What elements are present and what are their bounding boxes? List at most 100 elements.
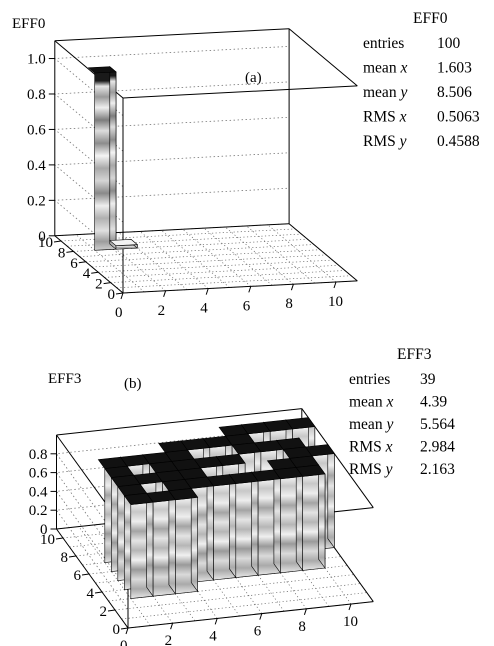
stats-row-value: 2.984 (420, 439, 455, 456)
back-grid-line (55, 427, 302, 554)
back-grid-line (53, 187, 290, 258)
x-tick-label: 2 (158, 303, 166, 319)
panel-a-stats-title: EFF0 (413, 10, 448, 27)
y-tick (103, 282, 111, 285)
x-tick (348, 603, 352, 611)
z-tick-label: 0.8 (27, 87, 46, 103)
floor-grid-line (110, 270, 345, 283)
x-tick (205, 288, 209, 295)
bar (273, 466, 304, 574)
floor-grid-line (203, 227, 273, 286)
bar-side-face (229, 473, 237, 579)
floor-grid-line (98, 259, 333, 273)
floor-grid-line (75, 234, 145, 293)
bar-top-face (215, 453, 246, 466)
floor-grid-line (104, 264, 339, 278)
frame-edge (54, 223, 290, 237)
stats-row-value: 8.506 (437, 84, 472, 101)
y-tick-label: 6 (74, 568, 82, 584)
frame-edge (56, 528, 129, 629)
back-grid-line (53, 81, 290, 152)
panel-b-title: EFF3 (48, 371, 81, 387)
bar (295, 464, 326, 571)
z-tick-label: 0.6 (29, 466, 48, 482)
stats-row-value: 0.4588 (437, 133, 480, 150)
bar (87, 66, 117, 251)
panel-b-label: (b) (124, 376, 142, 392)
x-tick-label: 10 (328, 294, 343, 310)
floor-grid-line (139, 231, 209, 289)
panel-a-label: (a) (245, 70, 262, 86)
bar-side-face (251, 471, 259, 577)
bar-side-face (295, 466, 304, 572)
frame-edge (122, 280, 358, 294)
y-tick (115, 292, 124, 295)
floor-grid-line (267, 224, 337, 283)
x-tick (248, 286, 252, 293)
y-tick (68, 555, 77, 558)
back-grid-line (55, 464, 302, 591)
floor-grid-line (85, 249, 321, 263)
x-tick-label: 2 (165, 633, 173, 646)
floor-grid-line (67, 233, 302, 247)
floor-grid-line (118, 232, 188, 290)
bar-side-face (190, 487, 198, 593)
y-tick-label: 2 (100, 604, 108, 620)
stats-row-name: entries (363, 35, 404, 52)
stats-row-name: mean x (349, 394, 393, 411)
floor-grid-line (114, 583, 361, 611)
floor-grid-line (79, 244, 314, 257)
x-tick-label: 8 (285, 296, 293, 312)
floor-grid-line (224, 226, 294, 285)
back-grid-line (55, 483, 302, 610)
bar-side-face (273, 468, 281, 574)
frame-edge (122, 85, 358, 99)
y-tick-label: 2 (95, 277, 103, 293)
panel-b-stats: EFF3 entries 39 mean x 4.39 mean y 5.564 RMS x… (349, 346, 455, 478)
floor-grid-line (78, 526, 151, 626)
z-tick-label: 0.2 (29, 503, 48, 519)
bar (168, 487, 199, 595)
bar-top-face (295, 464, 326, 477)
z-tick-label: 0.4 (29, 484, 48, 500)
y-tick-label: 0 (108, 287, 116, 303)
stats-row-name: RMS x (363, 109, 407, 126)
x-tick (170, 623, 174, 630)
stats-row-value: 100 (437, 35, 461, 52)
y-tick (94, 591, 103, 594)
frame-edge (288, 223, 358, 282)
stats-row-value: 39 (420, 371, 436, 388)
panel-b: EFF3 (b) EFF3 entries 39 mean x 4.39 mean y 5… (29, 346, 455, 646)
floor-grid-line (73, 238, 308, 252)
back-grid-line (53, 152, 290, 223)
z-tick-label: 0 (38, 229, 46, 245)
y-tick-label: 6 (70, 256, 78, 272)
x-tick (303, 608, 307, 615)
y-tick-label: 10 (40, 532, 55, 548)
x-tick-label: 0 (120, 638, 128, 646)
y-tick-label: 8 (61, 550, 69, 566)
y-tick (81, 573, 90, 576)
floor-grid-line (121, 592, 367, 620)
bar (206, 473, 237, 581)
z-tick-label: 0.6 (27, 122, 46, 138)
stats-row-value: 1.603 (437, 60, 472, 77)
stats-row-name: mean x (363, 60, 407, 77)
stats-row-value: 4.39 (420, 394, 447, 411)
y-tick (55, 537, 64, 540)
bar-top-face (168, 488, 199, 501)
x-tick (290, 284, 294, 291)
back-grid-line (55, 445, 302, 572)
x-tick-label: 0 (115, 305, 123, 321)
x-tick-label: 4 (209, 628, 217, 644)
bar-side-face (206, 476, 214, 581)
x-tick-label: 6 (243, 298, 251, 314)
y-tick (53, 240, 62, 243)
x-tick (333, 281, 337, 289)
bar-top-face (285, 417, 316, 430)
panel-b-stats-title: EFF3 (397, 346, 432, 363)
y-tick-label: 10 (38, 235, 53, 251)
z-tick-label: 0.4 (27, 158, 46, 174)
